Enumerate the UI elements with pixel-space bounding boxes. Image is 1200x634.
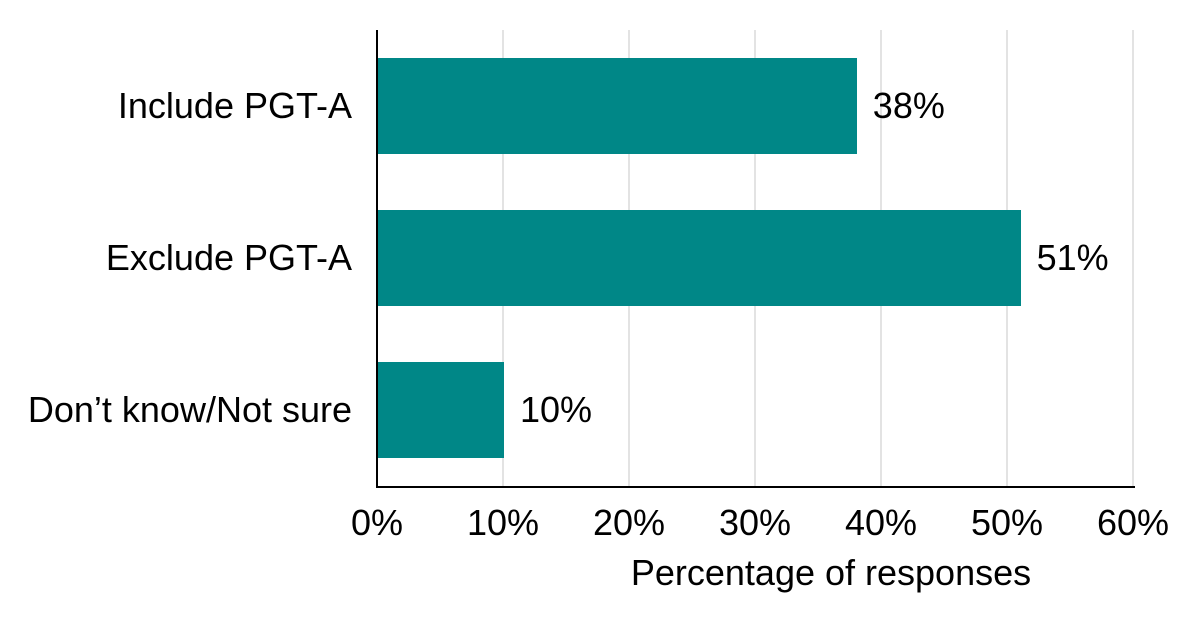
- category-label: Exclude PGT-A: [105, 237, 352, 278]
- category-label: Don’t know/Not sure: [27, 389, 352, 430]
- x-tick-label: 60%: [1096, 502, 1170, 543]
- gridline-60: [1132, 30, 1134, 486]
- x-axis-line: [376, 486, 1135, 488]
- value-label: 10%: [520, 389, 593, 430]
- x-tick-label: 40%: [844, 502, 918, 543]
- bar-2: [378, 210, 1021, 306]
- value-label: 38%: [872, 85, 945, 126]
- bar-1: [378, 58, 857, 154]
- x-axis-title: Percentage of responses: [630, 552, 1032, 593]
- x-tick-label: 0%: [350, 502, 404, 543]
- bar-3: [378, 362, 504, 458]
- x-tick-label: 50%: [970, 502, 1044, 543]
- x-tick-label: 20%: [592, 502, 666, 543]
- x-tick-label: 10%: [466, 502, 540, 543]
- x-tick-label: 30%: [718, 502, 792, 543]
- value-label: 51%: [1036, 237, 1109, 278]
- category-label: Include PGT-A: [117, 85, 352, 126]
- y-axis-line: [376, 30, 378, 488]
